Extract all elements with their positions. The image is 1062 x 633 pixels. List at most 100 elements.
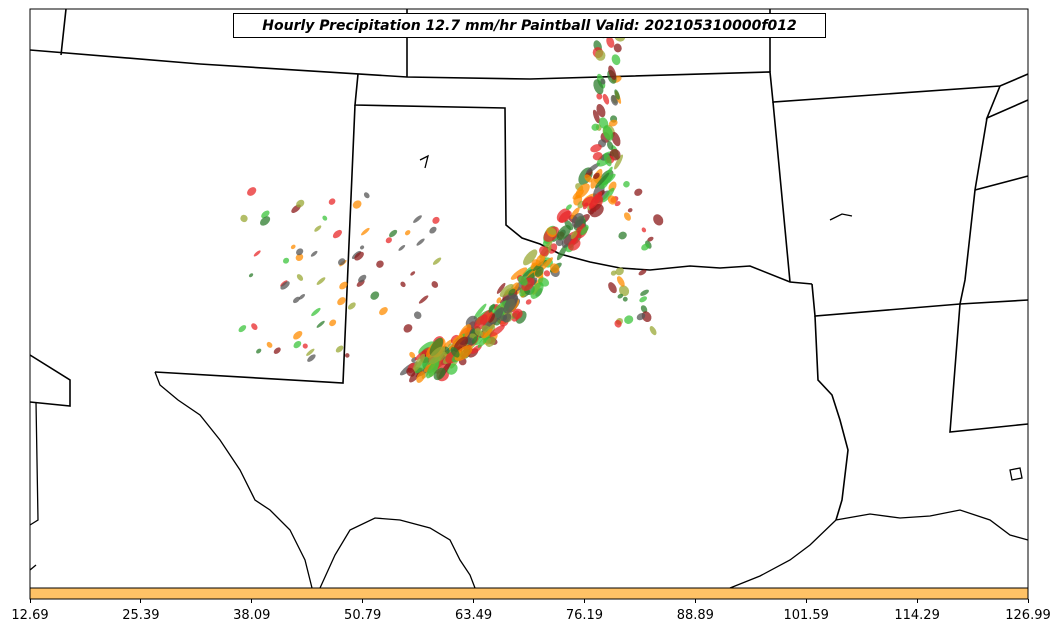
colorbar-tick-label: 76.19 [565, 608, 604, 623]
precip-blob [398, 244, 406, 251]
colorbar-tick-label: 88.89 [676, 608, 714, 623]
precip-blob [238, 325, 247, 333]
precip-blob [432, 216, 440, 224]
precip-blob [543, 270, 551, 277]
precip-blob [639, 296, 648, 303]
precipitation-blobs [238, 27, 664, 383]
precip-blob [283, 257, 290, 264]
precip-blob [649, 326, 657, 336]
colorbar-tick [1027, 599, 1029, 603]
colorbar-tick-label: 114.29 [894, 608, 940, 623]
precip-blob [485, 336, 496, 347]
precip-blob [256, 348, 262, 354]
precip-blob [251, 323, 258, 330]
precip-blob [496, 282, 506, 294]
precip-blob [570, 230, 578, 240]
precip-blob [555, 238, 564, 247]
precip-blob [601, 187, 615, 203]
precip-blob [433, 367, 446, 381]
precip-blob [595, 49, 606, 61]
precip-blob [608, 65, 617, 80]
precip-blob [539, 246, 549, 257]
precip-blob [416, 238, 425, 246]
precip-blob [596, 104, 606, 118]
precip-blob [344, 353, 350, 358]
precip-blob [337, 297, 346, 306]
precip-blob [322, 215, 328, 221]
precip-blob [534, 266, 544, 277]
colorbar-tick [583, 599, 585, 603]
state-boundaries [29, 8, 1029, 521]
precip-blob [483, 328, 493, 339]
precip-blob [316, 277, 326, 285]
precip-blob [618, 285, 630, 297]
precip-blob [608, 119, 618, 127]
precip-blob [596, 93, 603, 100]
precip-blob [512, 308, 523, 320]
precip-blob [570, 207, 580, 220]
precip-blob [426, 359, 440, 379]
precip-blob [361, 227, 370, 236]
precip-blob [432, 257, 442, 265]
precip-blob [240, 214, 248, 223]
precip-blob [347, 302, 356, 310]
precip-blob [295, 253, 304, 262]
precip-blob [363, 192, 370, 199]
precip-blob [404, 230, 411, 236]
precip-blob [607, 141, 614, 151]
precip-blob [292, 296, 300, 304]
precip-blob [454, 345, 473, 362]
precip-blob [260, 216, 271, 226]
colorbar-tick-label: 101.59 [783, 608, 829, 623]
precip-blob [647, 236, 654, 242]
colorbar-tick-label: 12.69 [11, 608, 49, 623]
precip-blob [616, 276, 625, 287]
precip-blob [337, 258, 346, 266]
precip-blob [316, 320, 325, 328]
precip-blob [296, 274, 304, 281]
precip-blob [261, 210, 270, 219]
colorbar-tick [473, 599, 475, 603]
precip-blob [580, 226, 589, 236]
precip-blob [558, 210, 572, 223]
precip-blob [517, 275, 528, 286]
precip-blob [352, 200, 362, 209]
precip-blob [614, 201, 621, 207]
precip-blob [302, 343, 308, 349]
colorbar-tick-label: 63.49 [454, 608, 493, 623]
precip-blob [314, 225, 322, 232]
precip-blob [617, 293, 624, 299]
precip-blob [535, 254, 546, 267]
precip-blob [603, 125, 614, 141]
precip-blob [307, 354, 316, 362]
precip-blob [400, 281, 406, 288]
precip-blob [266, 341, 273, 348]
precip-blob [385, 237, 392, 244]
precip-blob [576, 223, 585, 233]
precip-blob [623, 181, 630, 188]
precip-blob [311, 307, 321, 317]
precip-blob [388, 229, 398, 238]
precip-blob [474, 328, 484, 337]
precip-blob [488, 313, 496, 323]
precip-blob [593, 79, 604, 95]
precip-blob [413, 311, 422, 320]
precip-blob [376, 260, 384, 268]
precip-blob [586, 162, 601, 173]
precip-blob [611, 54, 621, 66]
precip-blob [431, 281, 439, 288]
colorbar [29, 587, 1029, 600]
precip-blob [410, 271, 416, 276]
precip-blob [568, 238, 581, 251]
precip-blob [603, 153, 612, 167]
precip-blob [641, 227, 647, 233]
precip-blob [608, 282, 617, 294]
precip-blob [280, 281, 290, 290]
colorbar-tick [916, 599, 918, 603]
precip-blob [593, 172, 600, 179]
precip-blob [248, 273, 254, 278]
precip-blob [638, 269, 647, 276]
precip-blob [556, 224, 571, 241]
precip-blob [413, 215, 422, 223]
precip-blob [502, 313, 512, 323]
